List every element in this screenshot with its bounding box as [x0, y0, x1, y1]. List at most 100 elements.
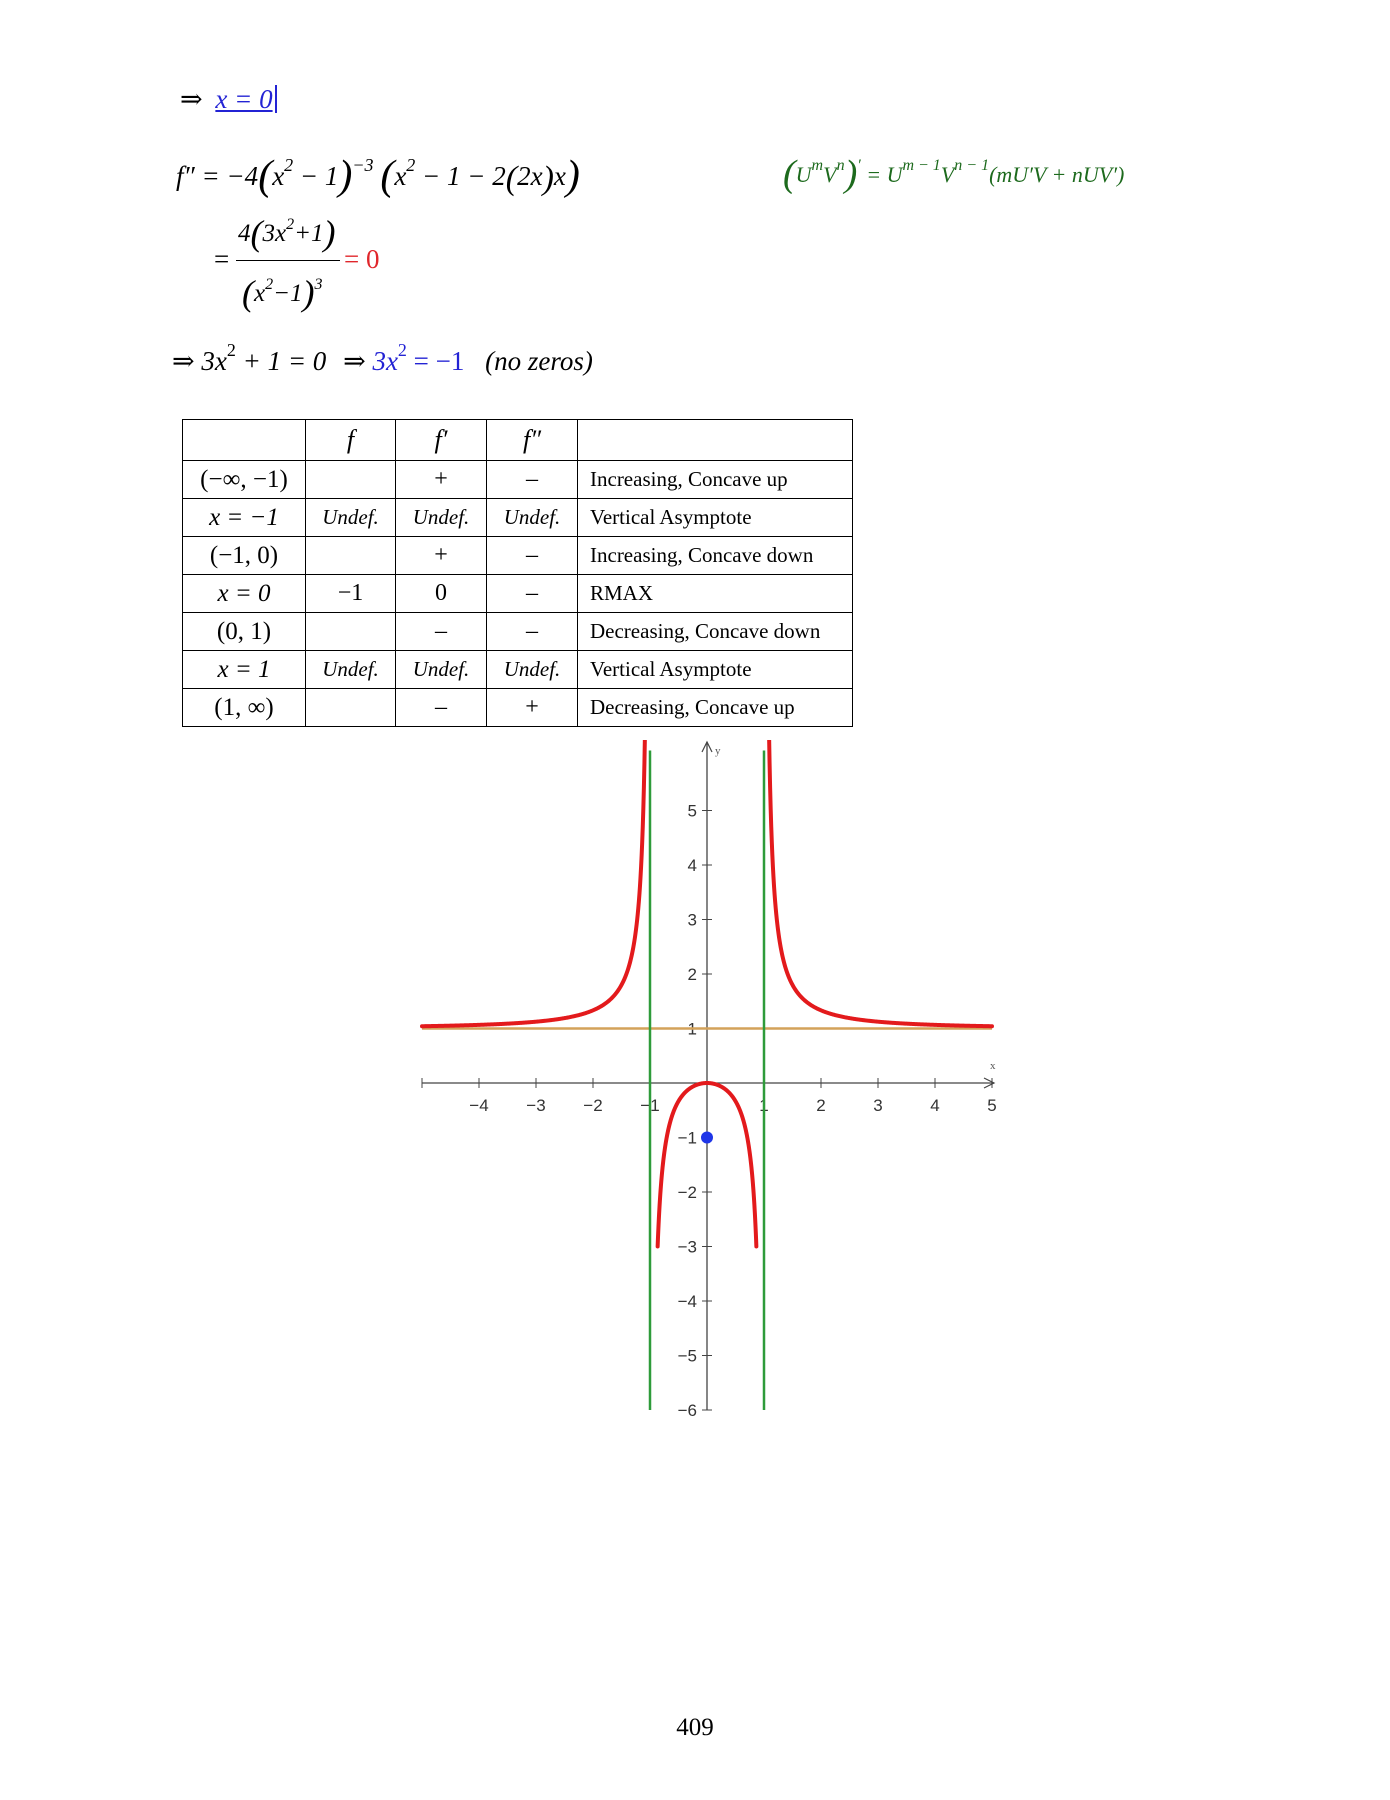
x-tick-label: 4 [930, 1096, 939, 1115]
num-base: 3x [262, 220, 287, 247]
den-base: x [254, 280, 266, 307]
y-tick-label: −2 [678, 1183, 697, 1202]
y-tick-label: 4 [688, 856, 697, 875]
f-double-prime-lhs: f″ = −4 [176, 161, 259, 191]
cell-f: Undef. [305, 650, 396, 689]
page-number: 409 [676, 1714, 714, 1741]
cell-interval: (−∞, −1) [182, 460, 306, 499]
factor2-end: x [553, 161, 566, 191]
formula-eq: = U [866, 162, 903, 187]
cell-description: Vertical Asymptote [577, 498, 853, 537]
cell-f-double-prime: – [486, 460, 578, 499]
eq1-base: 3x [201, 346, 227, 376]
num-coef: 4 [238, 220, 251, 247]
cell-interval: (−1, 0) [182, 536, 306, 575]
table-header-row: f f′ f″ [182, 419, 853, 461]
x-tick-label: 2 [816, 1096, 825, 1115]
cell-f-prime: + [395, 460, 487, 499]
function-graph: xy−4−3−2−11234554321−1−2−3−4−5−6 [420, 740, 997, 1420]
x-tick-label: 3 [873, 1096, 882, 1115]
critical-point: x = 0 [215, 84, 273, 114]
factor-exp: 2 [284, 155, 294, 175]
formula-u: U [795, 162, 812, 187]
cell-f-double-prime: – [486, 574, 578, 613]
cell-f: −1 [305, 574, 396, 613]
fraction-denominator: (x2−1)3 [242, 273, 323, 313]
x-tick-label: 5 [987, 1096, 996, 1115]
y-tick-label: −1 [678, 1129, 697, 1148]
y-axis-arrow-icon [701, 740, 713, 753]
factor2-inner: 2x [517, 161, 543, 191]
table-row: x = 1 Undef. Undef. Undef. Vertical Asym… [182, 650, 853, 689]
cell-description: Decreasing, Concave up [577, 688, 853, 727]
formula-exp2: n − 1 [954, 157, 990, 174]
implies-arrow-1: ⇒ [172, 346, 195, 376]
cell-f-double-prime: Undef. [486, 498, 578, 537]
formula-exp1: m − 1 [902, 157, 941, 174]
eq2-base: 3x [372, 346, 398, 376]
cell-interval: (0, 1) [182, 612, 306, 651]
header-f-double-prime: f″ [486, 419, 578, 461]
y-tick-label: 3 [688, 911, 697, 930]
cell-interval: x = 0 [182, 574, 306, 613]
num-exp: 2 [286, 216, 295, 233]
table-row: (−1, 0) + – Increasing, Concave down [182, 536, 853, 575]
cell-f [305, 460, 396, 499]
y-tick-label: 2 [688, 965, 697, 984]
equals-sign: = [214, 244, 230, 274]
sign-chart-table: f f′ f″ (−∞, −1) + – Increasing, Concave… [182, 419, 853, 727]
eq2-exp: 2 [397, 340, 407, 360]
y-tick-label: −3 [678, 1238, 697, 1257]
y-tick-label: −5 [678, 1347, 697, 1366]
cell-f-double-prime: Undef. [486, 650, 578, 689]
second-derivative-fraction: 4(3x2+1) (x2−1)3 [236, 208, 344, 323]
table-row: (1, ∞) – + Decreasing, Concave up [182, 688, 853, 727]
second-derivative-line: f″ = −4(x2 − 1)−3 (x2 − 1 − 2(2x)x) [176, 153, 580, 199]
factor2-exp: 2 [406, 155, 416, 175]
eq1-exp: 2 [226, 340, 236, 360]
no-zeros-note: (no zeros) [485, 346, 593, 376]
outer-exponent: −3 [352, 155, 374, 175]
header-interval [182, 419, 306, 461]
curve-right-branch [767, 740, 994, 1029]
equals-zero: = 0 [344, 244, 380, 274]
product-rule-formula: (UmVn)′ = Um − 1Vn − 1(mU′V + nUV′) [783, 153, 1125, 195]
y-tick-label: 5 [688, 802, 697, 821]
num-tail: +1 [294, 220, 324, 247]
den-exp: 2 [265, 276, 274, 293]
factor2-mid: − 1 − 2 [415, 161, 506, 191]
y-tick-label: −6 [678, 1401, 697, 1420]
header-f-prime: f′ [395, 419, 487, 461]
formula-prime: ′ [857, 157, 861, 174]
fraction-numerator: 4(3x2+1) [238, 213, 336, 253]
y-axis-label: y [715, 745, 721, 757]
x-axis-label: x [990, 1060, 996, 1072]
cell-f-double-prime: – [486, 536, 578, 575]
cell-interval: x = −1 [182, 498, 306, 537]
implies-arrow: ⇒ [180, 84, 203, 114]
factor2-base: x [394, 161, 407, 191]
cell-f [305, 612, 396, 651]
cursor-mark [274, 85, 277, 113]
implication-x-equals-zero: ⇒ x = 0 [180, 84, 277, 115]
cell-description: Increasing, Concave up [577, 460, 853, 499]
x-tick-label: −3 [526, 1096, 545, 1115]
cell-description: Vertical Asymptote [577, 650, 853, 689]
cell-description: Decreasing, Concave down [577, 612, 853, 651]
cell-f: Undef. [305, 498, 396, 537]
cell-interval: (1, ∞) [182, 688, 306, 727]
cell-description: Increasing, Concave down [577, 536, 853, 575]
eq1-tail: + 1 = 0 [235, 346, 327, 376]
cell-f [305, 688, 396, 727]
cell-f-prime: Undef. [395, 498, 487, 537]
formula-v: V [823, 162, 837, 187]
curve-middle-branch [655, 1081, 759, 1249]
cell-description: RMAX [577, 574, 853, 613]
cell-interval: x = 1 [182, 650, 306, 689]
eq2-tail: = −1 [406, 346, 465, 376]
den-outer-exp: 3 [314, 276, 323, 293]
formula-v2: V [940, 162, 955, 187]
cell-f-prime: – [395, 612, 487, 651]
header-f: f [305, 419, 396, 461]
cell-f-prime: Undef. [395, 650, 487, 689]
